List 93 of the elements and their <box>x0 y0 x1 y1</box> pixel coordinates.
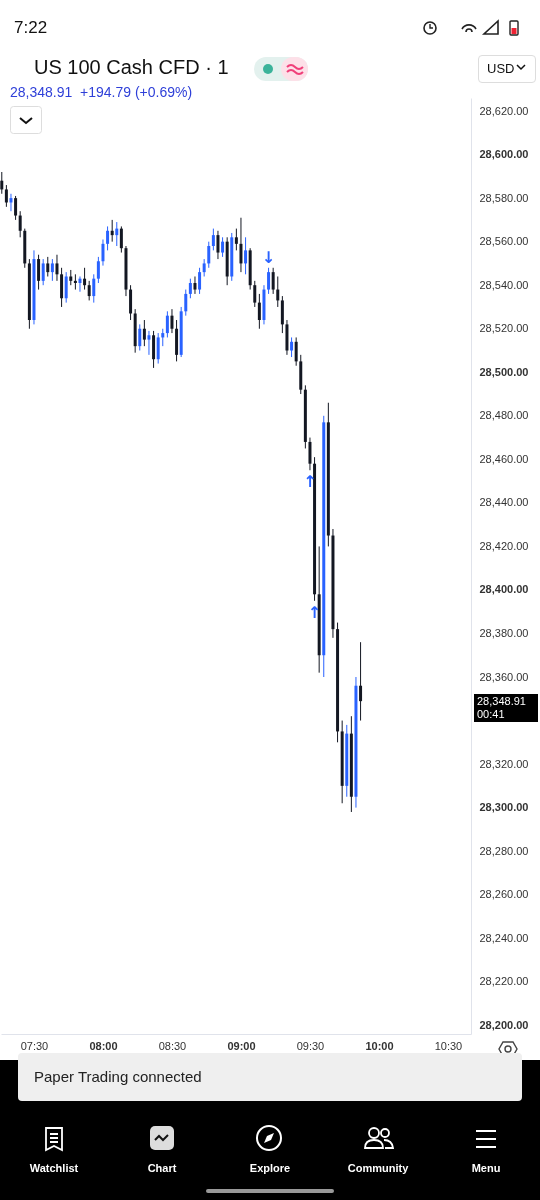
candlestick <box>257 293 261 330</box>
candlestick <box>216 230 220 260</box>
y-tick-label: 28,520.00 <box>479 322 529 335</box>
y-tick-label: 28,380.00 <box>479 626 529 639</box>
text: Paper Trading connected <box>34 1068 202 1085</box>
y-tick-label: 28,240.00 <box>479 931 529 944</box>
y-tick-label: 28,580.00 <box>479 191 529 204</box>
candlestick <box>37 254 41 291</box>
y-tick-label: 28,500.00 <box>479 365 529 378</box>
candlestick <box>221 236 225 258</box>
candlestick <box>14 195 18 221</box>
candlestick <box>198 267 202 295</box>
x-tick-label: 08:00 <box>89 1039 118 1052</box>
y-tick-label: 28,320.00 <box>479 757 529 770</box>
y-tick-label: 28,480.00 <box>479 409 529 422</box>
candlestick <box>9 193 13 212</box>
candlestick <box>156 332 160 365</box>
candlestick <box>271 267 275 295</box>
candlestick <box>87 280 91 301</box>
candlestick <box>83 267 87 291</box>
y-tick-label: 28,600.00 <box>479 148 529 161</box>
candlestick <box>119 225 123 254</box>
y-tick-label: 28,260.00 <box>479 888 529 901</box>
candlestick <box>96 256 100 284</box>
y-tick-label: 28,220.00 <box>479 975 529 988</box>
candlestick <box>142 319 146 347</box>
y-tick-label: 28,300.00 <box>479 801 529 814</box>
candlestick <box>280 295 284 334</box>
x-tick-label: 08:30 <box>158 1039 187 1052</box>
text: USD <box>478 55 536 83</box>
candlestick <box>253 280 257 308</box>
candlestick <box>78 275 82 293</box>
candlestick <box>41 258 45 286</box>
candlestick <box>359 641 363 722</box>
candlestick <box>115 221 119 247</box>
candlestick <box>110 219 114 243</box>
candlestick <box>276 275 280 308</box>
candlestick <box>267 267 271 295</box>
candlestick <box>64 271 68 304</box>
text: 28,348.91 <box>477 695 526 708</box>
candlestick <box>193 275 197 295</box>
candlestick <box>18 210 22 238</box>
candlestick <box>170 308 174 334</box>
x-tick-label: 10:30 <box>434 1039 463 1052</box>
text: 00:41 <box>477 708 505 721</box>
candlestick <box>244 236 248 275</box>
candlestick <box>308 437 312 471</box>
candlestick <box>60 267 64 308</box>
text: Watchlist <box>28 1162 80 1174</box>
candlestick <box>239 217 243 273</box>
annotation: ↓ <box>261 247 276 267</box>
y-tick-label: 28,400.00 <box>479 583 529 596</box>
y-tick-label: 28,360.00 <box>479 670 529 683</box>
y-tick-label: 28,280.00 <box>479 844 529 857</box>
candlestick <box>290 336 294 358</box>
x-tick-label: 10:00 <box>365 1039 394 1052</box>
text: Community <box>346 1162 410 1174</box>
y-tick-label: 28,540.00 <box>479 278 529 291</box>
text: Chart <box>146 1162 178 1174</box>
candlestick <box>129 284 133 321</box>
text: Menu <box>470 1162 502 1174</box>
candlestick <box>50 258 54 282</box>
candlestick <box>101 238 105 267</box>
candlestick <box>147 330 151 356</box>
y-tick-label: 28,200.00 <box>479 1018 529 1031</box>
x-tick-label: 09:00 <box>227 1039 256 1052</box>
candlestick <box>138 323 142 351</box>
candlestick <box>165 310 169 338</box>
candlestick <box>207 241 211 269</box>
chart-title: US 100 Cash CFD · 1 <box>34 56 229 79</box>
text: 7:22 <box>14 18 48 38</box>
candlestick <box>55 254 59 282</box>
x-tick-label: 09:30 <box>296 1039 325 1052</box>
text: Explore <box>248 1162 292 1174</box>
candlestick <box>188 278 192 299</box>
annotation: ↑ <box>307 602 322 622</box>
y-tick-label: 28,440.00 <box>479 496 529 509</box>
candlestick <box>0 171 4 195</box>
candlestick <box>184 289 188 317</box>
candlestick <box>211 228 215 251</box>
candlestick <box>4 184 8 208</box>
candlestick <box>234 228 238 251</box>
candlestick <box>46 256 50 277</box>
y-tick-label: 28,420.00 <box>479 539 529 552</box>
y-tick-label: 28,560.00 <box>479 235 529 248</box>
candlestick <box>152 330 156 369</box>
candlestick <box>106 225 110 251</box>
x-tick-label: 07:30 <box>20 1039 49 1052</box>
y-tick-label: 28,620.00 <box>479 104 529 117</box>
chart-subtitle: 28,348.91 +194.79 (+0.69%) <box>10 84 193 100</box>
candlestick <box>92 273 96 304</box>
y-tick-label: 28,460.00 <box>479 452 529 465</box>
candlestick <box>294 336 298 367</box>
